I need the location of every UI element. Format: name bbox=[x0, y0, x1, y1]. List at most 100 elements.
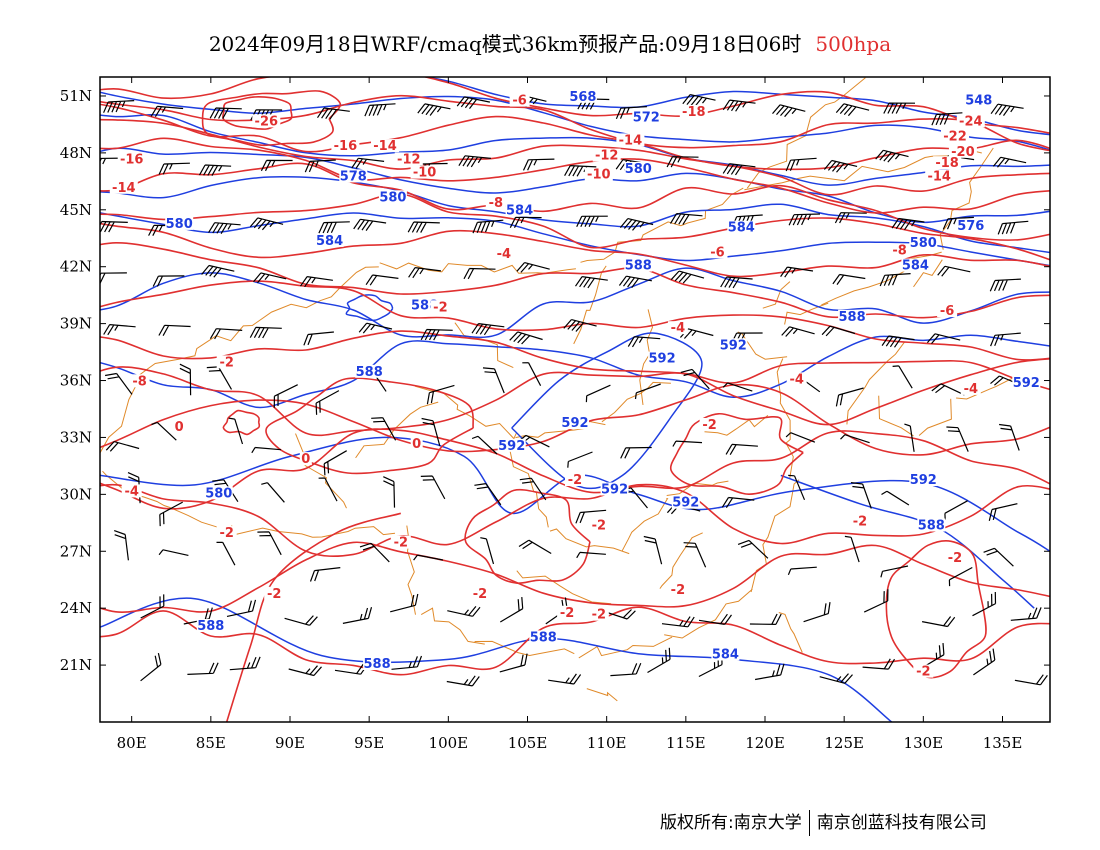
boundary-line bbox=[744, 148, 982, 191]
height-contour-label-bg bbox=[378, 190, 407, 204]
wind-barb bbox=[921, 643, 945, 669]
height-contour-label: 584 bbox=[902, 259, 929, 274]
temperature-contour-label-bg bbox=[430, 300, 451, 314]
height-contour-label: 584 bbox=[712, 648, 739, 663]
temperature-contour-label: -4 bbox=[497, 247, 511, 262]
lat-tick-label: 21N bbox=[60, 656, 92, 674]
boundary-line bbox=[102, 470, 230, 531]
wind-barb bbox=[499, 597, 524, 623]
wind-barb bbox=[997, 220, 1029, 235]
temperature-contour bbox=[885, 540, 987, 679]
wind-barb bbox=[253, 272, 287, 284]
height-contour-label: 580 bbox=[379, 190, 406, 205]
boundary-line bbox=[778, 612, 803, 653]
wind-barb bbox=[426, 384, 455, 405]
temperature-contour-label: -6 bbox=[710, 245, 724, 260]
height-contour-label: 568 bbox=[569, 90, 596, 105]
wind-barb bbox=[342, 607, 373, 624]
temperature-contour-label-bg bbox=[584, 167, 613, 181]
height-contour-label: 592 bbox=[561, 416, 588, 431]
copyright-footer: 版权所有:南京大学 南京创蓝科技有限公司 bbox=[660, 808, 987, 836]
temperature-contour-label-bg bbox=[557, 605, 578, 619]
height-contour-label: 592 bbox=[910, 473, 937, 488]
wind-barb bbox=[567, 451, 593, 468]
wind-barb bbox=[353, 218, 387, 231]
wind-barb bbox=[666, 156, 699, 168]
wind-barb bbox=[931, 383, 965, 396]
wind-barb bbox=[417, 103, 451, 116]
wind-barb bbox=[152, 275, 185, 287]
temperature-contour-label: -8 bbox=[489, 196, 503, 211]
temperature-contour-label: -2 bbox=[853, 515, 867, 530]
wind-barb bbox=[257, 531, 282, 556]
temperature-contour-label: -2 bbox=[560, 606, 574, 621]
wind-barb bbox=[698, 613, 732, 625]
temperature-contour-label-bg bbox=[299, 452, 312, 466]
wind-barb bbox=[179, 363, 192, 396]
wind-barb bbox=[850, 482, 872, 509]
wind-barb bbox=[358, 322, 393, 334]
wind-barb bbox=[198, 164, 232, 176]
temperature-contour bbox=[669, 412, 804, 496]
lat-tick-label: 45N bbox=[60, 201, 92, 219]
wind-barb bbox=[946, 426, 969, 452]
temperature-contour-label-bg bbox=[592, 148, 621, 162]
temperature-contour-label-bg bbox=[667, 321, 688, 335]
wind-barb bbox=[931, 112, 963, 126]
wind-barb bbox=[990, 332, 1021, 347]
temperature-contour-label-bg bbox=[679, 104, 708, 118]
temperature-contour-label: -2 bbox=[394, 536, 408, 551]
height-contour-label-bg bbox=[956, 218, 985, 232]
boundary-line bbox=[100, 385, 137, 454]
footer-right: 南京创蓝科技有限公司 bbox=[816, 813, 987, 833]
height-contour-label-bg bbox=[568, 89, 597, 103]
map-title: 2024年09月18日WRF/cmaq模式36km预报产品:09月18日06时 5… bbox=[0, 28, 1100, 57]
boundary-line bbox=[784, 302, 829, 325]
wind-barb bbox=[228, 417, 244, 445]
height-contour-label: 592 bbox=[720, 338, 747, 353]
wind-barb bbox=[456, 96, 491, 109]
wind-barb bbox=[499, 653, 528, 673]
lon-tick-label: 105E bbox=[508, 734, 548, 752]
wind-barb bbox=[575, 509, 607, 524]
title-main: 2024年09月18日WRF/cmaq模式36km预报产品:09月18日06时 bbox=[208, 32, 802, 56]
map-frame bbox=[99, 76, 1051, 723]
wind-barb bbox=[273, 384, 298, 408]
height-contour-label: 580 bbox=[205, 486, 232, 501]
wind-barb bbox=[737, 539, 769, 559]
wind-barb bbox=[260, 159, 293, 172]
wind-barb bbox=[669, 213, 703, 225]
temperature-contour-label: -8 bbox=[132, 374, 146, 389]
lon-tick-label: 85E bbox=[196, 734, 226, 752]
wind-barb bbox=[863, 589, 889, 613]
wind-barb bbox=[103, 100, 135, 113]
wind-barb bbox=[447, 606, 481, 617]
temperature-contour-label-bg bbox=[509, 93, 530, 107]
temperature-contour-label-bg bbox=[109, 180, 138, 194]
height-contour-label-bg bbox=[315, 233, 344, 247]
temperature-contour-label-bg bbox=[173, 419, 186, 433]
wind-barb bbox=[615, 106, 647, 120]
height-contour-label: 592 bbox=[498, 439, 525, 454]
wind-barb bbox=[772, 104, 806, 118]
wind-barb bbox=[672, 440, 703, 447]
wind-barb bbox=[576, 215, 608, 228]
height-contour-label-bg bbox=[711, 647, 740, 661]
temperature-contour-label-bg bbox=[960, 381, 981, 395]
wind-barb bbox=[643, 535, 663, 565]
wind-barb bbox=[421, 417, 441, 447]
temperature-contour-label-bg bbox=[948, 144, 977, 158]
wind-barb bbox=[420, 475, 446, 500]
temperature-contour-label: -14 bbox=[112, 181, 136, 196]
wind-barb bbox=[509, 331, 543, 345]
wind-barb bbox=[785, 432, 816, 443]
wind-barb bbox=[309, 567, 341, 582]
temperature-contour-label: -2 bbox=[916, 665, 930, 680]
temperature-contour-label-bg bbox=[493, 247, 514, 261]
wind-barb bbox=[390, 593, 419, 613]
wind-barb bbox=[323, 450, 348, 476]
temperature-contour-label-bg bbox=[707, 245, 728, 259]
temperature-contour-label: -2 bbox=[267, 587, 281, 602]
lat-tick-label: 39N bbox=[60, 315, 92, 333]
temperature-contour-label-bg bbox=[410, 436, 423, 450]
